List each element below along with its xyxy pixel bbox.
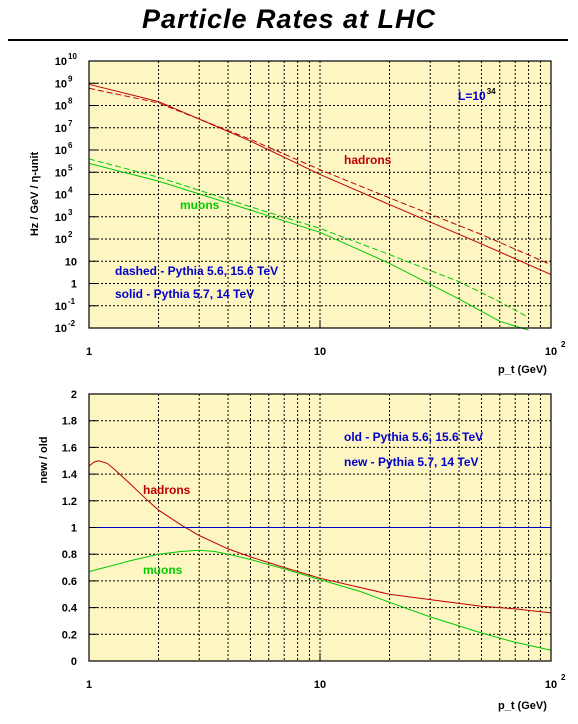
x-axis-label: p_t (GeV): [498, 364, 547, 376]
y-tick-label: 10: [55, 78, 67, 90]
y-tick-exponent: 10: [68, 52, 77, 61]
annotation-3: new - Pythia 5.7, 14 TeV: [344, 455, 479, 469]
y-tick-exponent: 3: [68, 208, 73, 217]
x-axis-label: p_t (GeV): [498, 700, 547, 712]
y-axis-label: Hz / GeV / η-unit: [29, 152, 41, 237]
y-tick-label: 0: [71, 656, 77, 668]
annotation-0: hadrons: [344, 153, 392, 167]
y-tick-label: 10: [55, 212, 67, 224]
grid: [89, 61, 551, 328]
y-tick-exponent: 5: [68, 163, 73, 172]
y-tick-label: 0.8: [62, 549, 77, 561]
y-tick-label: 1.4: [62, 469, 78, 481]
annotation-1: muons: [180, 198, 220, 212]
series-hadrons-line: [88, 460, 552, 614]
figure-title: Particle Rates at LHC: [141, 4, 437, 34]
x-tick-label: 10: [314, 679, 326, 691]
y-tick-label: 2: [71, 389, 77, 401]
y-tick-label: 10: [55, 323, 67, 335]
y-axis-label: new / old: [38, 436, 50, 483]
y-tick-label: 1: [71, 279, 77, 291]
series-hadrons-solid-line: [88, 83, 552, 276]
y-tick-label: 10: [55, 167, 67, 179]
y-tick-exponent: 4: [68, 186, 73, 195]
y-tick-exponent: 7: [68, 119, 73, 128]
y-tick-label: 1.8: [62, 416, 77, 428]
x-tick-exponent: 2: [561, 673, 566, 682]
x-tick-label: 10: [545, 346, 557, 358]
x-tick-label: 10: [314, 346, 326, 358]
annotation-2: old - Pythia 5.6, 15.6 TeV: [344, 430, 483, 444]
x-tick-label: 10: [545, 679, 557, 691]
y-tick-exponent: 2: [68, 230, 73, 239]
y-tick-label: 10: [55, 56, 67, 68]
series-muons-solid-line: [88, 162, 529, 331]
y-tick-label: 1.2: [62, 496, 77, 508]
y-tick-exponent: 8: [68, 97, 73, 106]
annotation-4: solid - Pythia 5.7, 14 TeV: [115, 287, 254, 301]
series-muons-line: [88, 549, 552, 651]
series-muons-dashed-line: [88, 158, 529, 318]
annotation-0: hadrons: [143, 483, 191, 497]
ratio-panel: 1 10 10 2 0 0.2 0.4 0.6 0.8 1 1.2 1.4 1.6 1.8 2 p_t (Ge…: [38, 389, 566, 712]
y-tick-label: 0.4: [62, 603, 78, 615]
x-tick-label: 1: [86, 679, 92, 691]
y-tick-label: 10: [65, 256, 77, 268]
annotation-1: muons: [143, 563, 183, 577]
annotation-2: L=10: [458, 89, 486, 103]
y-tick-label: 0.2: [62, 629, 77, 641]
y-tick-exponent: 9: [68, 74, 73, 83]
annotation-exponent: 34: [487, 87, 496, 96]
y-tick-label: 10: [55, 101, 67, 113]
x-tick-exponent: 2: [561, 340, 566, 349]
y-tick-exponent: 6: [68, 141, 73, 150]
y-tick-label: 10: [55, 234, 67, 246]
y-tick-exponent: -1: [68, 297, 76, 306]
y-tick-label: 10: [55, 301, 67, 313]
annotation-3: dashed - Pythia 5.6, 15.6 TeV: [115, 264, 278, 278]
y-tick-label: 10: [55, 145, 67, 157]
title-underline: [8, 39, 568, 41]
y-tick-label: 0.6: [62, 576, 77, 588]
y-tick-exponent: -2: [68, 319, 76, 328]
x-tick-label: 1: [86, 346, 92, 358]
series-hadrons-dashed-line: [88, 87, 552, 266]
y-tick-label: 10: [55, 123, 67, 135]
y-tick-label: 10: [55, 190, 67, 202]
y-tick-label: 1.6: [62, 442, 77, 454]
y-tick-label: 1: [71, 523, 77, 535]
